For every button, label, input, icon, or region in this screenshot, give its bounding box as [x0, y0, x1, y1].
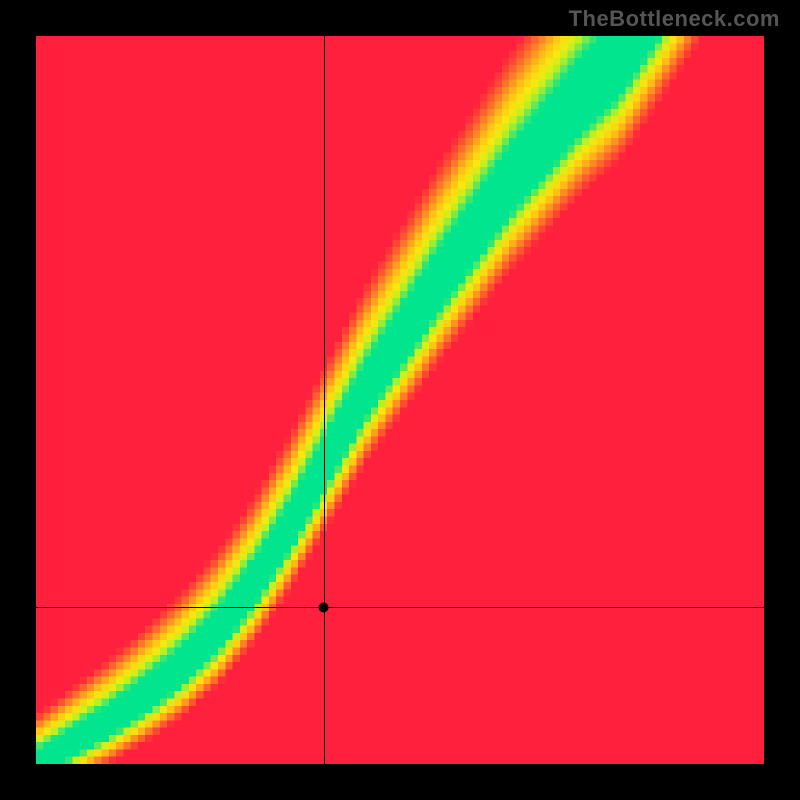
bottleneck-heatmap-chart: { "watermark": "TheBottleneck.com", "cha…: [0, 0, 800, 800]
watermark-text: TheBottleneck.com: [569, 6, 780, 32]
crosshair-overlay: [36, 36, 764, 764]
